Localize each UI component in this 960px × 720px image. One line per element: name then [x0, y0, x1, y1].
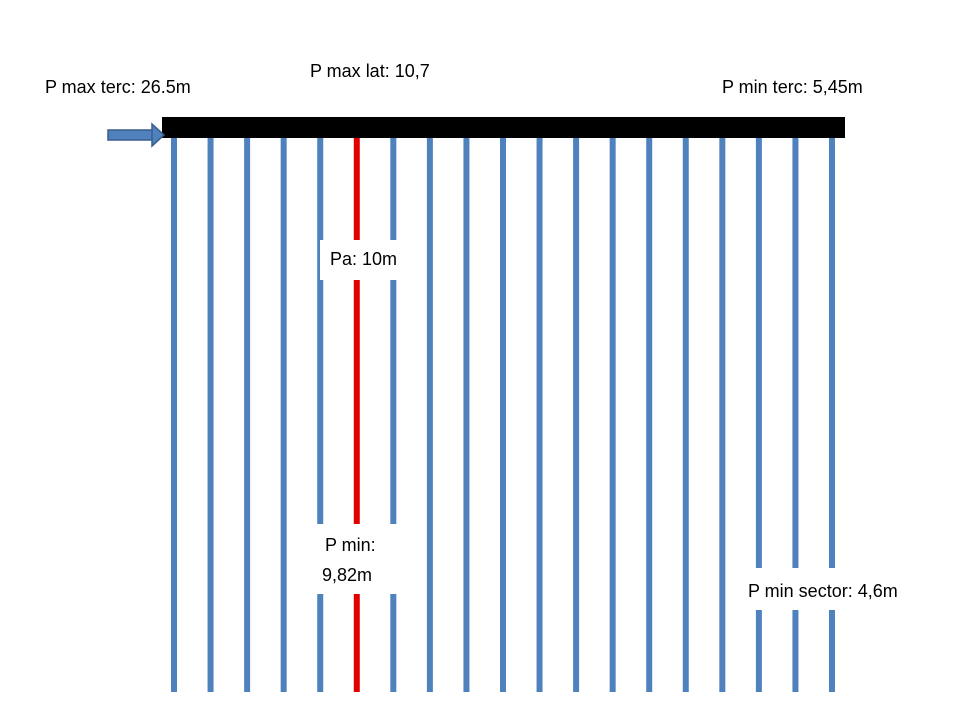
min-lateral-label: P min:	[325, 535, 376, 555]
max-terciary-label: P max terc: 26.5m	[45, 77, 191, 97]
max-lateral-label: P max lat: 10,7	[310, 61, 430, 81]
min-sector-label: P min sector: 4,6m	[748, 581, 898, 601]
terciary-pipe	[162, 117, 845, 138]
min-terciary-label: P min terc: 5,45m	[722, 77, 863, 97]
label-box	[744, 568, 932, 610]
arrow-shaft	[107, 129, 155, 141]
label-box	[316, 524, 400, 594]
pa-label: Pa: 10m	[330, 249, 397, 269]
label-box	[320, 240, 413, 280]
laterals	[171, 137, 835, 692]
inlet-arrow	[107, 122, 166, 148]
arrow-head	[151, 122, 166, 148]
min-lateral-label: 9,82m	[322, 565, 372, 585]
